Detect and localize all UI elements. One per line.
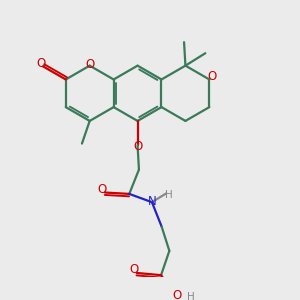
Text: O: O [134, 140, 143, 153]
Text: O: O [129, 263, 139, 276]
Text: H: H [165, 190, 173, 200]
Text: O: O [172, 290, 182, 300]
Text: H: H [187, 292, 195, 300]
Text: O: O [85, 58, 94, 71]
Text: O: O [208, 70, 217, 83]
Text: O: O [98, 183, 107, 196]
Text: N: N [148, 195, 157, 208]
Text: O: O [36, 57, 45, 70]
